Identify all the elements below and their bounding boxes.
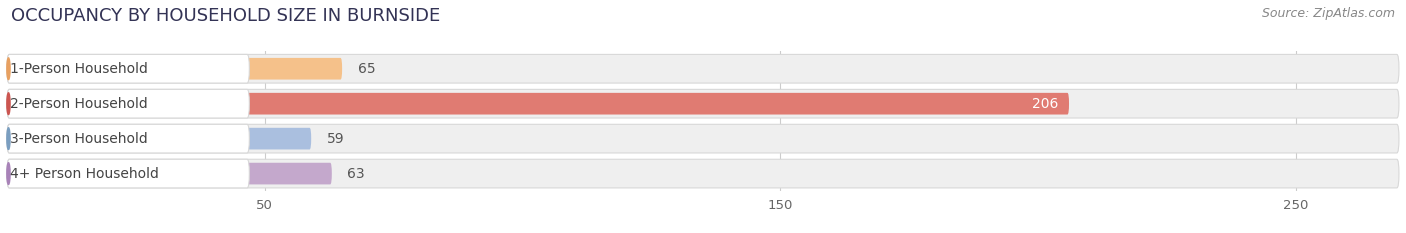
Text: OCCUPANCY BY HOUSEHOLD SIZE IN BURNSIDE: OCCUPANCY BY HOUSEHOLD SIZE IN BURNSIDE (11, 7, 440, 25)
Text: 2-Person Household: 2-Person Household (10, 97, 148, 111)
Text: 3-Person Household: 3-Person Household (10, 132, 148, 146)
FancyBboxPatch shape (7, 89, 1399, 118)
FancyBboxPatch shape (7, 124, 1399, 153)
FancyBboxPatch shape (7, 58, 342, 80)
Text: Source: ZipAtlas.com: Source: ZipAtlas.com (1261, 7, 1395, 20)
FancyBboxPatch shape (7, 159, 1399, 188)
Circle shape (7, 93, 10, 115)
FancyBboxPatch shape (7, 55, 1399, 83)
Text: 206: 206 (1032, 97, 1059, 111)
FancyBboxPatch shape (7, 124, 249, 153)
FancyBboxPatch shape (7, 159, 249, 188)
Text: 4+ Person Household: 4+ Person Household (10, 167, 159, 181)
Circle shape (7, 163, 10, 185)
FancyBboxPatch shape (7, 163, 332, 185)
FancyBboxPatch shape (7, 89, 249, 118)
Text: 1-Person Household: 1-Person Household (10, 62, 148, 76)
FancyBboxPatch shape (7, 93, 1069, 115)
FancyBboxPatch shape (7, 55, 249, 83)
Text: 63: 63 (347, 167, 366, 181)
Text: 59: 59 (326, 132, 344, 146)
Circle shape (7, 128, 10, 150)
FancyBboxPatch shape (7, 128, 311, 150)
Text: 65: 65 (357, 62, 375, 76)
Circle shape (7, 58, 10, 80)
